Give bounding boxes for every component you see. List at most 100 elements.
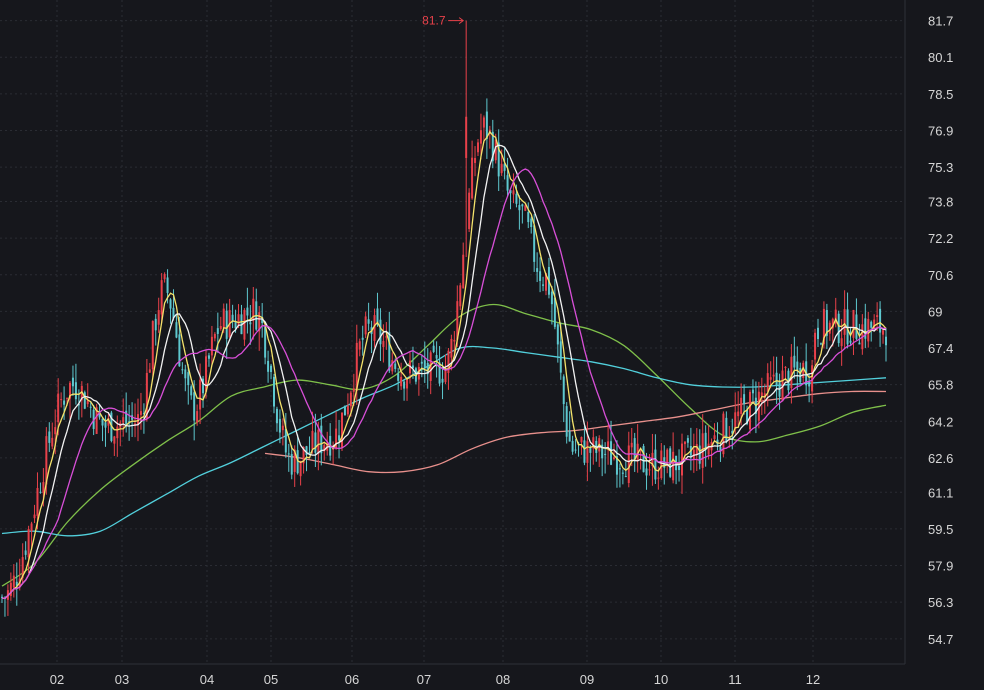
candle-body <box>181 369 184 371</box>
candle-body <box>83 392 86 409</box>
candle-body <box>394 363 397 369</box>
candle-body <box>604 453 607 455</box>
candle-body <box>423 360 426 369</box>
candle-body <box>509 190 512 194</box>
candle-body <box>574 449 577 451</box>
y-tick-label: 67.4 <box>928 341 953 356</box>
candle-body <box>630 442 633 448</box>
candle-body <box>308 452 311 454</box>
candle-body <box>24 550 27 555</box>
candle-body <box>343 405 346 416</box>
candle-body <box>432 345 435 352</box>
candle-body <box>187 372 190 386</box>
candle-body <box>743 394 746 405</box>
candle-body <box>837 313 840 344</box>
candle-body <box>468 192 471 230</box>
candle-body <box>716 439 719 445</box>
x-tick-label: 10 <box>654 672 668 687</box>
candle-body <box>190 386 193 396</box>
annotations: 81.7 <box>422 14 465 28</box>
candle-body <box>704 432 707 450</box>
candles <box>1 20 887 617</box>
moving-average-line <box>1 168 887 599</box>
candle-body <box>98 412 101 418</box>
candle-body <box>775 372 778 386</box>
candle-body <box>879 308 882 333</box>
candle-body <box>48 431 51 443</box>
candle-body <box>391 360 394 372</box>
candle-body <box>497 142 500 177</box>
candle-body <box>681 443 683 476</box>
candle-body <box>627 445 630 484</box>
candle-body <box>60 399 63 401</box>
candle-body <box>104 422 107 428</box>
candle-body <box>819 343 822 345</box>
candle-body <box>500 163 503 174</box>
candle-body <box>122 417 125 423</box>
candle-body <box>213 333 216 339</box>
candle-body <box>355 342 358 392</box>
candle-body <box>725 417 728 443</box>
candle-body <box>429 352 432 381</box>
candle-body <box>373 315 376 341</box>
candle-body <box>518 205 521 211</box>
candle-body <box>512 190 515 195</box>
candle-body <box>1 596 3 598</box>
y-tick-label: 54.7 <box>928 632 953 647</box>
candle-body <box>95 407 98 434</box>
candle-body <box>568 431 571 442</box>
candle-body <box>636 443 639 461</box>
candle-body <box>290 454 293 475</box>
candle-body <box>420 361 423 364</box>
candle-body <box>746 409 749 425</box>
candle-body <box>556 324 559 345</box>
candle-body <box>831 318 834 329</box>
candle-body <box>33 514 36 519</box>
candle-body <box>749 391 751 430</box>
candle-body <box>858 342 861 345</box>
candle-body <box>199 379 202 410</box>
x-tick-label: 08 <box>496 672 510 687</box>
candle-body <box>615 456 618 475</box>
x-tick-label: 04 <box>200 672 214 687</box>
candle-body <box>580 437 583 443</box>
candle-body <box>657 477 660 479</box>
candle-body <box>618 468 621 470</box>
candle-body <box>491 131 494 162</box>
candle-body <box>379 319 382 345</box>
candle-body <box>571 440 574 452</box>
candle-body <box>545 273 547 291</box>
candle-body <box>261 317 264 324</box>
candle-body <box>867 318 870 342</box>
candle-body <box>69 382 71 399</box>
candle-body <box>264 326 267 358</box>
candle-body <box>885 336 887 346</box>
candle-body <box>178 334 181 367</box>
candle-body <box>852 309 855 338</box>
candle-body <box>672 451 675 481</box>
candle-body <box>426 363 429 375</box>
peak-annotation-label: 81.7 <box>422 14 446 28</box>
candle-body <box>317 429 320 454</box>
moving-average-fast-lines <box>1 130 887 599</box>
candle-body <box>202 378 205 394</box>
candle-body <box>160 280 163 315</box>
candle-body <box>361 337 364 340</box>
candle-body <box>323 445 326 452</box>
candle-body <box>624 476 627 478</box>
candle-body <box>870 321 873 328</box>
candle-body <box>21 557 24 578</box>
x-tick-label: 09 <box>580 672 594 687</box>
candle-body <box>633 438 636 460</box>
moving-average-line <box>1 130 887 599</box>
candle-body <box>400 376 403 387</box>
candle-body <box>284 429 287 453</box>
candle-body <box>166 277 169 293</box>
candle-body <box>471 157 474 199</box>
candle-body <box>77 403 80 406</box>
candle-body <box>485 111 488 140</box>
x-tick-label: 03 <box>115 672 129 687</box>
candle-body <box>450 338 453 358</box>
